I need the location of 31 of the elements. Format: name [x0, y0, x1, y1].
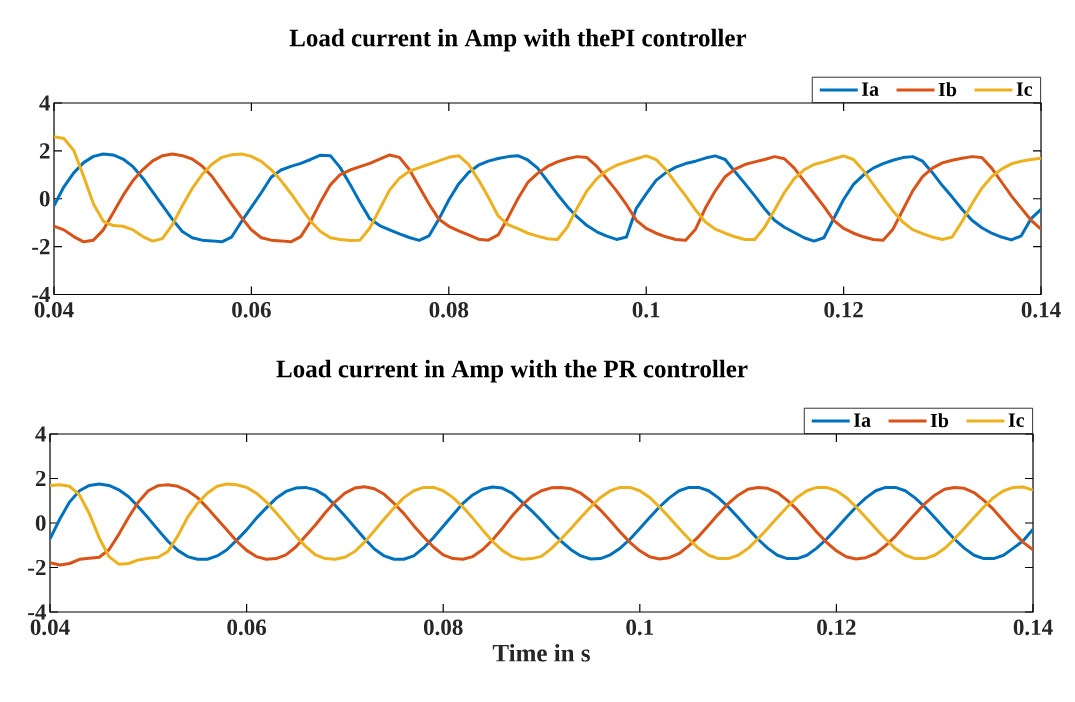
x-tick-label: 0.12 [824, 302, 863, 318]
y-tick-label: -4 [32, 286, 51, 303]
x-tick-label: 0.14 [1013, 619, 1053, 636]
legend-label: Ic [1008, 413, 1025, 427]
x-tick-label: 0.08 [423, 619, 463, 636]
x-tick-label: 0.12 [817, 619, 856, 636]
x-tick-label: 0.14 [1021, 302, 1061, 318]
x-tick-label: 0.1 [626, 619, 653, 636]
y-tick-label: 2 [39, 143, 50, 159]
x-tick-label: 0.06 [232, 302, 271, 318]
x-tick-label: 0.04 [30, 619, 70, 636]
y-tick-label: 4 [35, 426, 47, 442]
x-tick-label: 0.06 [227, 619, 267, 636]
x-tick-label: 0.08 [429, 302, 469, 318]
y-tick-label: 0 [35, 515, 46, 531]
chart-title: Load current in Amp with thePI controller [289, 28, 747, 52]
chart-title: Load current in Amp with the PR controller [276, 359, 748, 383]
y-tick-label: 2 [35, 470, 46, 487]
y-tick-label: -2 [32, 239, 50, 255]
y-tick-label: -2 [28, 559, 46, 576]
x-tick-label: 0.04 [34, 302, 74, 318]
y-tick-label: 0 [39, 190, 50, 207]
x-tick-label: 0.1 [632, 302, 660, 318]
legend-label: Ib [938, 82, 957, 97]
legend-label: Ib [930, 413, 949, 428]
y-tick-label: -4 [28, 604, 47, 620]
legend-label: Ia [861, 82, 879, 96]
y-tick-label: 4 [39, 95, 51, 111]
legend-label: Ic [1016, 82, 1033, 96]
x-axis-title: Time in s [492, 644, 590, 662]
legend-label: Ia [853, 413, 871, 427]
